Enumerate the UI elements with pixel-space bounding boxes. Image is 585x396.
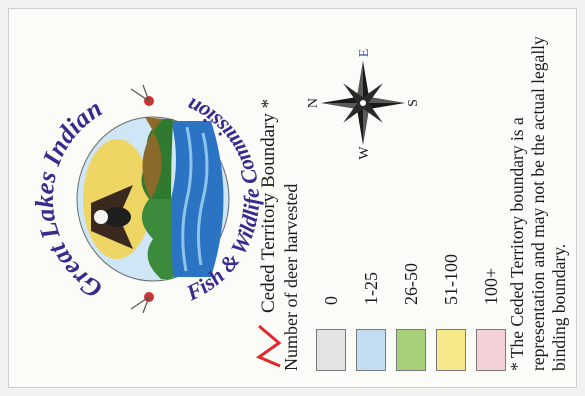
compass-rose-icon: N E S W (307, 49, 419, 160)
legend-label: 0 (320, 296, 341, 305)
compass-w: W (357, 146, 372, 160)
legend-swatch (476, 329, 506, 371)
legend-swatch (396, 329, 426, 371)
legend-swatch (316, 329, 346, 371)
legend-panel: Great Lakes Indian Fish & Wildlife Commi… (9, 9, 576, 387)
legend-label: 1-25 (360, 272, 381, 305)
compass-e: E (357, 49, 372, 58)
boundary-label: Ceded Territory Boundary * (258, 98, 279, 313)
legend-swatch (436, 329, 466, 371)
glifwc-logo: Great Lakes Indian Fish & Wildlife Commi… (30, 84, 264, 314)
legend-item: 51-100 (433, 201, 469, 371)
legend-swatch (356, 329, 386, 371)
map-legend-frame: Great Lakes Indian Fish & Wildlife Commi… (8, 8, 577, 388)
legend-label: 26-50 (400, 263, 421, 305)
boundary-legend-row: Ceded Territory Boundary * (254, 99, 284, 369)
legend-label: 51-100 (440, 254, 461, 305)
legend-item: 0 (313, 201, 349, 371)
boundary-footnote: * The Ceded Territory boundary is a repr… (507, 36, 569, 371)
legend-item: 100+ (473, 201, 509, 371)
harvest-legend: 0 1-25 26-50 51-100 100+ (313, 201, 513, 371)
compass-n: N (307, 98, 321, 108)
legend-title: Number of deer harvested (281, 183, 301, 371)
legend-item: 26-50 (393, 201, 429, 371)
legend-label: 100+ (480, 267, 501, 305)
legend-item: 1-25 (353, 201, 389, 371)
boundary-line-symbol (255, 324, 282, 368)
compass-s: S (406, 99, 419, 107)
